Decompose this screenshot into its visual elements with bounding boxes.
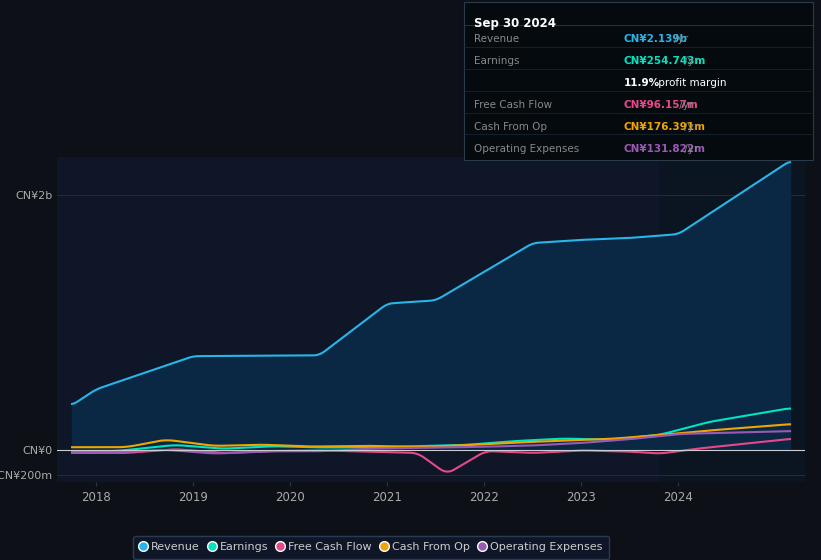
Text: CN¥2.139b: CN¥2.139b [624,34,688,44]
Text: Sep 30 2024: Sep 30 2024 [474,17,556,30]
Text: /yr: /yr [671,34,688,44]
Text: Cash From Op: Cash From Op [474,122,547,132]
Text: /yr: /yr [676,100,693,110]
Text: 11.9%: 11.9% [624,78,660,88]
Text: CN¥131.822m: CN¥131.822m [624,143,706,153]
Text: Free Cash Flow: Free Cash Flow [474,100,552,110]
Text: /yr: /yr [681,56,698,66]
Bar [659,157,805,482]
Text: profit margin: profit margin [655,78,727,88]
Text: /yr: /yr [681,143,698,153]
Text: CN¥176.391m: CN¥176.391m [624,122,706,132]
Legend: Revenue, Earnings, Free Cash Flow, Cash From Op, Operating Expenses: Revenue, Earnings, Free Cash Flow, Cash … [134,535,609,559]
Text: Revenue: Revenue [474,34,519,44]
Text: /yr: /yr [681,122,698,132]
Text: Operating Expenses: Operating Expenses [474,143,579,153]
Text: CN¥96.157m: CN¥96.157m [624,100,699,110]
Text: CN¥254.743m: CN¥254.743m [624,56,706,66]
Text: Earnings: Earnings [474,56,519,66]
